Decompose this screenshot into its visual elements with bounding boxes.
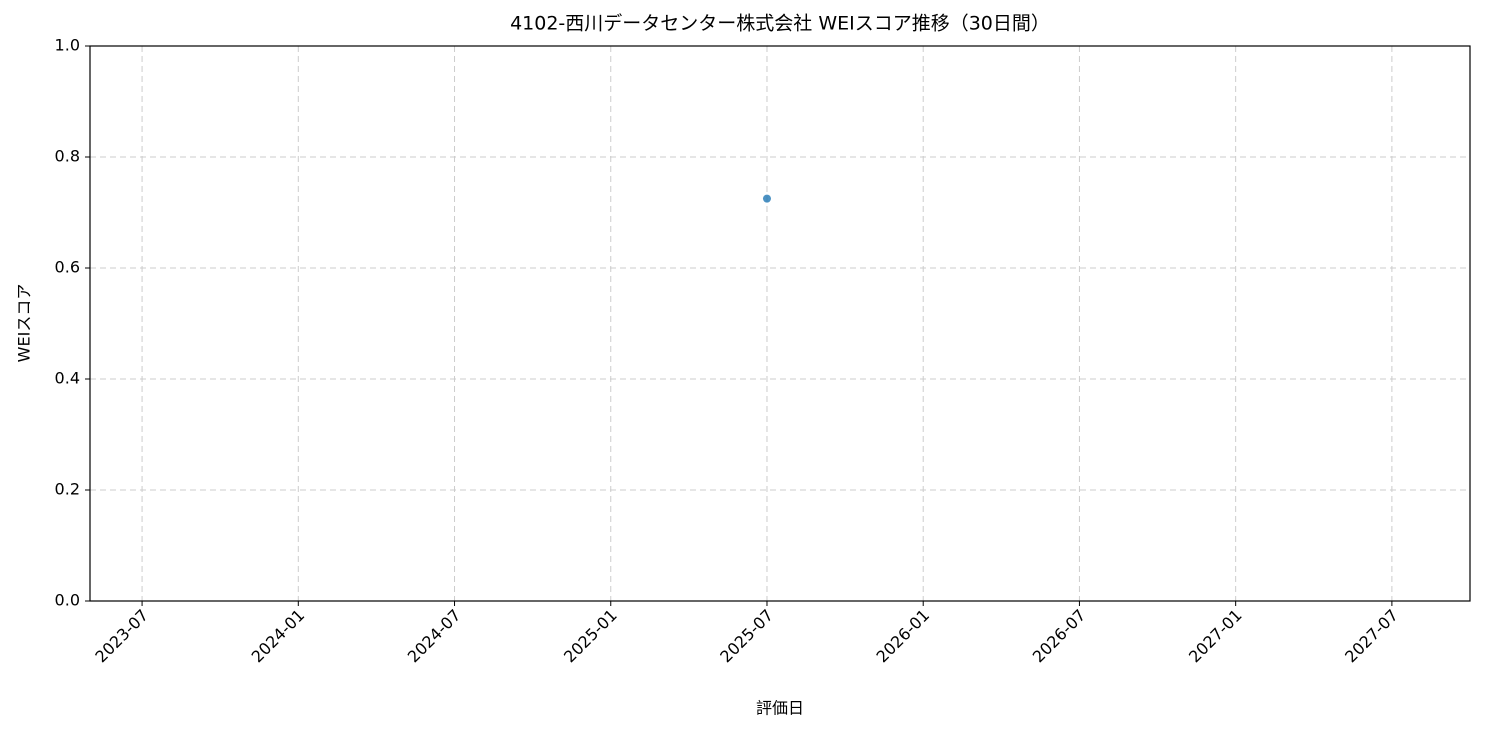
x-axis-label: 評価日 — [756, 699, 804, 718]
y-tick-label: 0.2 — [55, 480, 80, 499]
plot-frame — [89, 45, 1471, 602]
data-point — [762, 194, 771, 203]
y-tick-label: 0.4 — [55, 369, 80, 388]
y-tick-label: 0.8 — [55, 147, 80, 166]
y-tick-label: 1.0 — [55, 36, 80, 55]
chart-title: 4102-西川データセンター株式会社 WEIスコア推移（30日間） — [510, 13, 1050, 35]
y-tick-label: 0.0 — [55, 591, 80, 610]
y-axis-label: WEIスコア — [15, 284, 34, 363]
y-tick-label: 0.6 — [55, 258, 80, 277]
